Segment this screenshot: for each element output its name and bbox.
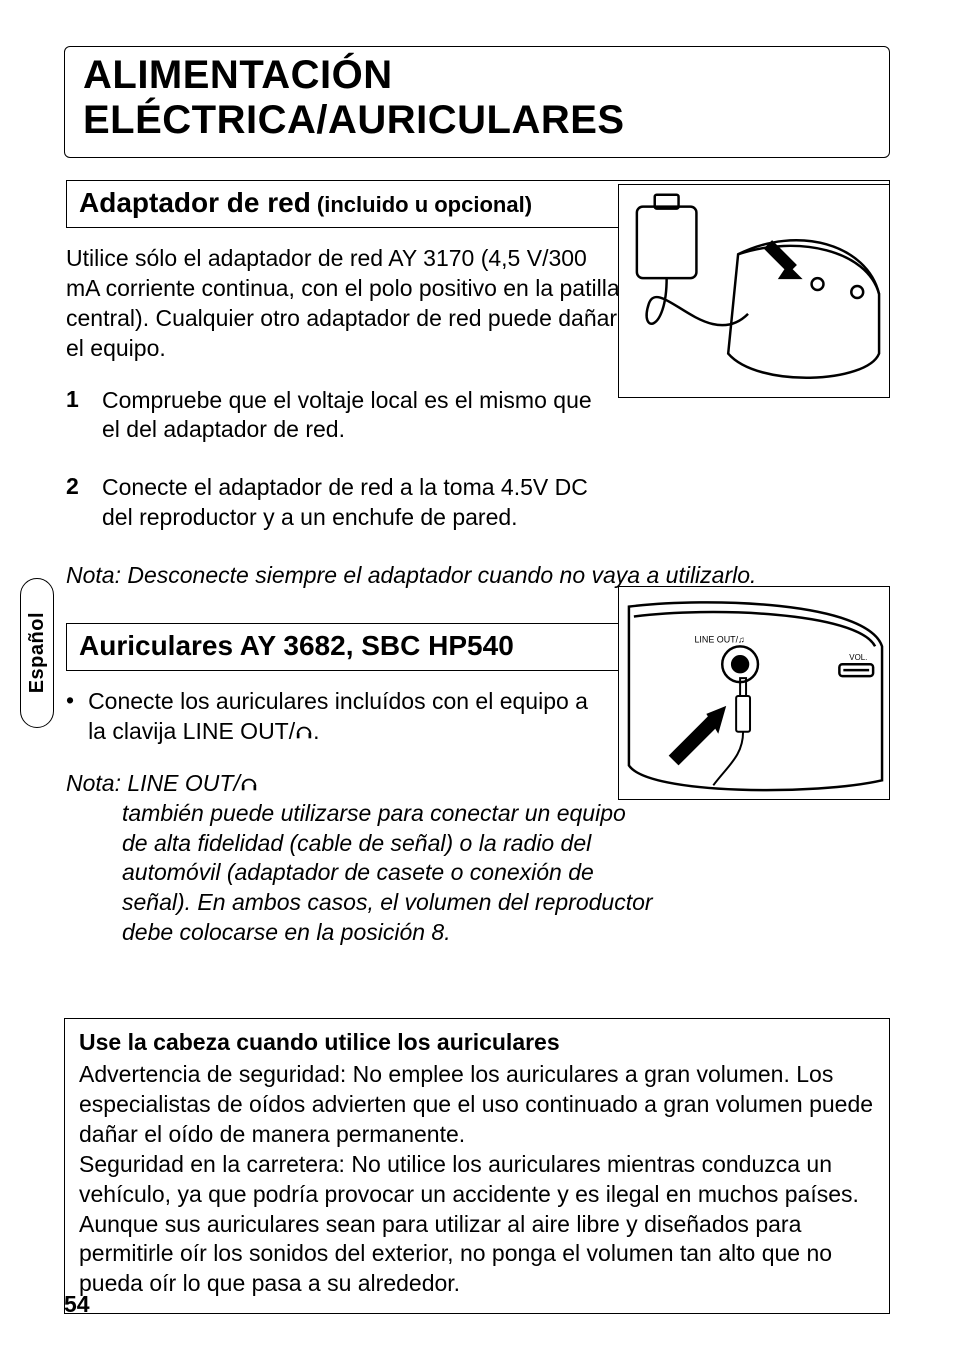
- bullet-dot-icon: •: [66, 687, 74, 747]
- fig2-lineout-label: LINE OUT/♫: [694, 634, 744, 644]
- section1-heading-sub: (incluido u opcional): [311, 192, 532, 217]
- safety-box: Use la cabeza cuando utilice los auricul…: [64, 1018, 890, 1314]
- section1-steps: 1 Compruebe que el voltaje local es el m…: [66, 386, 890, 534]
- bullet-suffix: .: [313, 718, 319, 744]
- page-number: 54: [64, 1291, 90, 1318]
- step-2-num: 2: [66, 473, 84, 533]
- headphone-jack-diagram-icon: LINE OUT/♫ VOL.: [619, 586, 889, 800]
- language-label: Español: [26, 612, 49, 693]
- step-1-num: 1: [66, 386, 84, 446]
- safety-title: Use la cabeza cuando utilice los auricul…: [79, 1029, 875, 1056]
- bullet-prefix: Conecte los auriculares incluídos con el…: [88, 688, 588, 744]
- section1-intro: Utilice sólo el adaptador de red AY 3170…: [66, 244, 626, 364]
- page-title-box: ALIMENTACIÓN ELÉCTRICA/AURICULARES: [64, 46, 890, 158]
- section2-bullet: • Conecte los auriculares incluídos con …: [66, 687, 606, 747]
- figure-headphone-jack: LINE OUT/♫ VOL.: [618, 586, 890, 800]
- section2-bullet-text: Conecte los auriculares incluídos con el…: [88, 687, 606, 747]
- safety-body: Advertencia de seguridad: No emplee los …: [79, 1060, 875, 1299]
- headphones-icon: [295, 723, 313, 741]
- fig2-vol-label: VOL.: [849, 653, 867, 662]
- section1-heading-main: Adaptador de red: [79, 187, 311, 218]
- note-body: también puede utilizarse para conectar u…: [66, 799, 656, 948]
- step-2: 2 Conecte el adaptador de red a la toma …: [66, 473, 606, 533]
- headphones-icon: [240, 775, 258, 793]
- step-1-text: Compruebe que el voltaje local es el mis…: [102, 386, 606, 446]
- language-tab: Español: [20, 578, 54, 728]
- section2-heading: Auriculares AY 3682, SBC HP540: [79, 630, 514, 661]
- section2-note: Nota: LINE OUT/ también puede utilizarse…: [66, 769, 656, 948]
- figure-adapter: [618, 184, 890, 398]
- step-1: 1 Compruebe que el voltaje local es el m…: [66, 386, 606, 446]
- adapter-diagram-icon: [619, 184, 889, 398]
- page-title: ALIMENTACIÓN ELÉCTRICA/AURICULARES: [83, 53, 871, 143]
- note-label: Nota:: [66, 770, 121, 796]
- note-prefix: LINE OUT/: [121, 770, 240, 796]
- step-2-text: Conecte el adaptador de red a la toma 4.…: [102, 473, 606, 533]
